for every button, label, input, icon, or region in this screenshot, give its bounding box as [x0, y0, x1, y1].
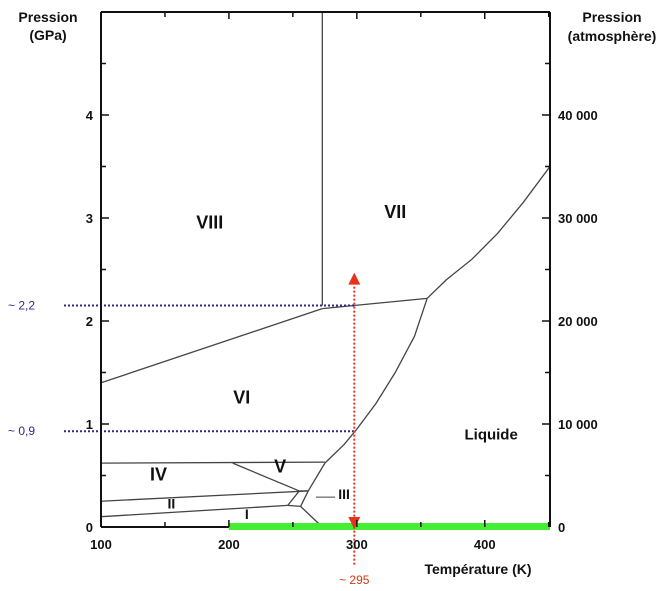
phase-label-ii: II: [167, 495, 175, 511]
phase-label-iii: III: [338, 486, 350, 502]
phase-label-i: I: [245, 506, 249, 522]
reference-lines: ~ 2,2 ~ 0,9 ~ 295: [8, 299, 370, 587]
y-tick-label: 2: [86, 314, 93, 329]
phase-label-v: V: [274, 456, 286, 476]
ref-label-0: ~ 2,2: [8, 299, 35, 313]
phase-label-iv: IV: [150, 465, 167, 485]
boundary-viii-vi: [100, 308, 323, 384]
boundary-v-liquide: [307, 462, 326, 492]
plot-frame: [100, 11, 551, 528]
x-tick-label: 200: [218, 537, 240, 552]
y-tick-label: 4: [86, 108, 94, 123]
ref-label-1: ~ 0,9: [8, 424, 35, 438]
y-tick-label: 1: [86, 417, 93, 432]
y-right-tick-label: 40 000: [558, 108, 598, 123]
y-axis-title-line2: (GPa): [29, 27, 66, 43]
x-tick-label: 400: [474, 537, 496, 552]
x-tick-label: 300: [346, 537, 368, 552]
phase-label-viii: VIII: [196, 212, 223, 232]
arrow-295k: [348, 272, 361, 566]
y-axis-title-line1: Pression: [18, 9, 77, 25]
y-right-tick-label: 0: [558, 520, 565, 535]
phase-label-vii: VII: [384, 202, 406, 222]
y-right-tick-label: 20 000: [558, 314, 598, 329]
boundary-iii-i: [287, 504, 301, 508]
atmospheric-pressure-band: [228, 523, 550, 530]
y-right-tick-label: 10 000: [558, 417, 598, 432]
boundary-vii-liquide: [426, 166, 551, 299]
y-tick-label: 0: [86, 520, 93, 535]
phase-boundaries: [100, 12, 551, 528]
y-tick-label: 3: [86, 211, 93, 226]
boundary-vi-liquide: [324, 298, 428, 464]
boundary-iii-liquide: [299, 490, 309, 507]
boundary-iv-vi: [100, 461, 325, 464]
phase-label-vi: VI: [233, 387, 250, 407]
boundary-vi-vii: [322, 297, 428, 310]
boundary-iv-v: [232, 462, 300, 492]
boundary-ii-i: [100, 504, 288, 518]
axis-ticks: 100 200 300 400 0 1 2 3 4 0 10 000 20 000 30 000 40 0…: [86, 12, 598, 552]
x-axis-title: Température (K): [424, 561, 531, 577]
y-right-tick-label: 30 000: [558, 211, 598, 226]
x-tick-label: 100: [90, 537, 112, 552]
boundary-iii-left: [287, 490, 300, 506]
phase-label-liquide: Liquide: [464, 426, 517, 443]
ref-label-2: ~ 295: [339, 573, 370, 587]
y-right-axis-title-line1: Pression: [582, 9, 641, 25]
arrow-head-up: [348, 272, 361, 285]
y-right-axis-title-line2: (atmosphère): [568, 28, 657, 44]
boundary-ii-iv: [100, 490, 309, 502]
